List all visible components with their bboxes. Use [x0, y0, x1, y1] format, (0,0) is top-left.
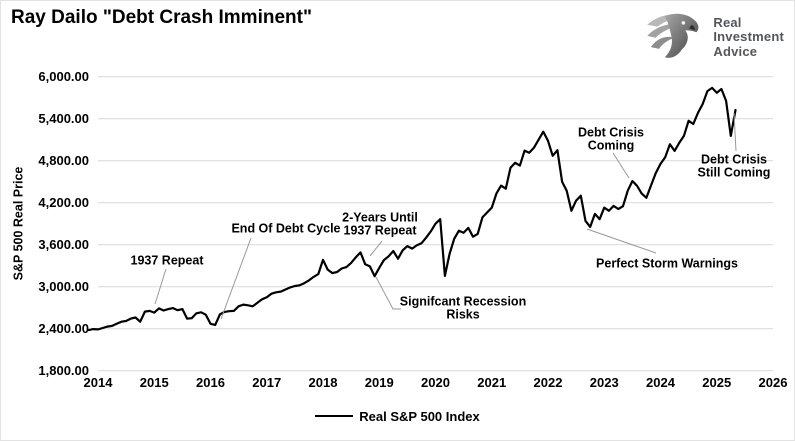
- brand-line: Real: [713, 15, 742, 31]
- x-tick-label: 2024: [646, 375, 676, 390]
- y-tick-label: 4,800.00: [38, 153, 89, 168]
- annotation-debt-crisis-coming: Coming: [588, 139, 635, 153]
- annotation-2-years-until-leader: [369, 240, 383, 257]
- y-tick-label: 1,800.00: [38, 363, 89, 378]
- page-title: Ray Dailo "Debt Crash Imminent": [11, 7, 312, 28]
- legend-line-swatch: [315, 415, 354, 417]
- annotation-recession-risks-leader: [375, 276, 401, 310]
- x-tick-label: 2023: [590, 375, 619, 390]
- annotation-perfect-storm-leader: [586, 228, 657, 254]
- real-sp500-line: [87, 86, 737, 332]
- x-tick-label: 2020: [421, 375, 450, 390]
- annotation-2-years-until: 1937 Repeat: [344, 224, 418, 238]
- brand-line: Investment: [713, 29, 784, 45]
- x-tick-label: 2022: [534, 375, 563, 390]
- x-tick-label: 2016: [196, 375, 225, 390]
- y-axis-title: S&P 500 Real Price: [11, 166, 26, 281]
- annotation-end-of-debt-cycle-leader: [220, 237, 252, 320]
- y-tick-label: 6,000.00: [38, 69, 89, 84]
- x-tick-label: 2014: [84, 375, 114, 390]
- x-tick-label: 2025: [702, 375, 731, 390]
- eagle-icon: [644, 9, 706, 66]
- annotation-debt-crisis-still-leader: [733, 112, 737, 152]
- brand-logo: Real Investment Advice: [644, 9, 784, 66]
- x-tick-label: 2021: [477, 375, 506, 390]
- annotation-debt-crisis-still: Still Coming: [698, 166, 771, 180]
- legend-label: Real S&P 500 Index: [359, 408, 480, 424]
- annotation-debt-crisis-coming: Debt Crisis: [578, 126, 644, 140]
- x-tick-label: 2015: [140, 375, 169, 390]
- annotation-1937-repeat: 1937 Repeat: [131, 254, 205, 268]
- x-tick-label: 2018: [309, 375, 338, 390]
- annotation-recession-risks: Risks: [446, 308, 479, 322]
- y-tick-label: 5,400.00: [38, 111, 89, 126]
- brand-name: Real Investment Advice: [713, 15, 784, 59]
- brand-line: Advice: [713, 43, 758, 59]
- annotation-recession-risks: Signifcant Recession: [400, 295, 526, 309]
- y-tick-label: 3,000.00: [38, 279, 89, 294]
- annotation-1937-repeat-leader: [154, 268, 167, 305]
- annotation-perfect-storm: Perfect Storm Warnings: [596, 257, 738, 271]
- x-tick-label: 2017: [252, 375, 281, 390]
- y-tick-label: 4,200.00: [38, 195, 89, 210]
- x-tick-label: 2019: [365, 375, 394, 390]
- annotation-debt-crisis-coming-leader: [612, 152, 630, 179]
- y-tick-label: 2,400.00: [38, 321, 89, 336]
- annotation-debt-crisis-still: Debt Crisis: [701, 153, 767, 167]
- x-tick-label: 2026: [759, 375, 788, 390]
- y-tick-label: 3,600.00: [38, 237, 89, 252]
- annotation-end-of-debt-cycle: End Of Debt Cycle: [231, 222, 340, 236]
- legend: Real S&P 500 Index: [1, 406, 794, 426]
- annotation-2-years-until: 2-Years Until: [342, 211, 418, 225]
